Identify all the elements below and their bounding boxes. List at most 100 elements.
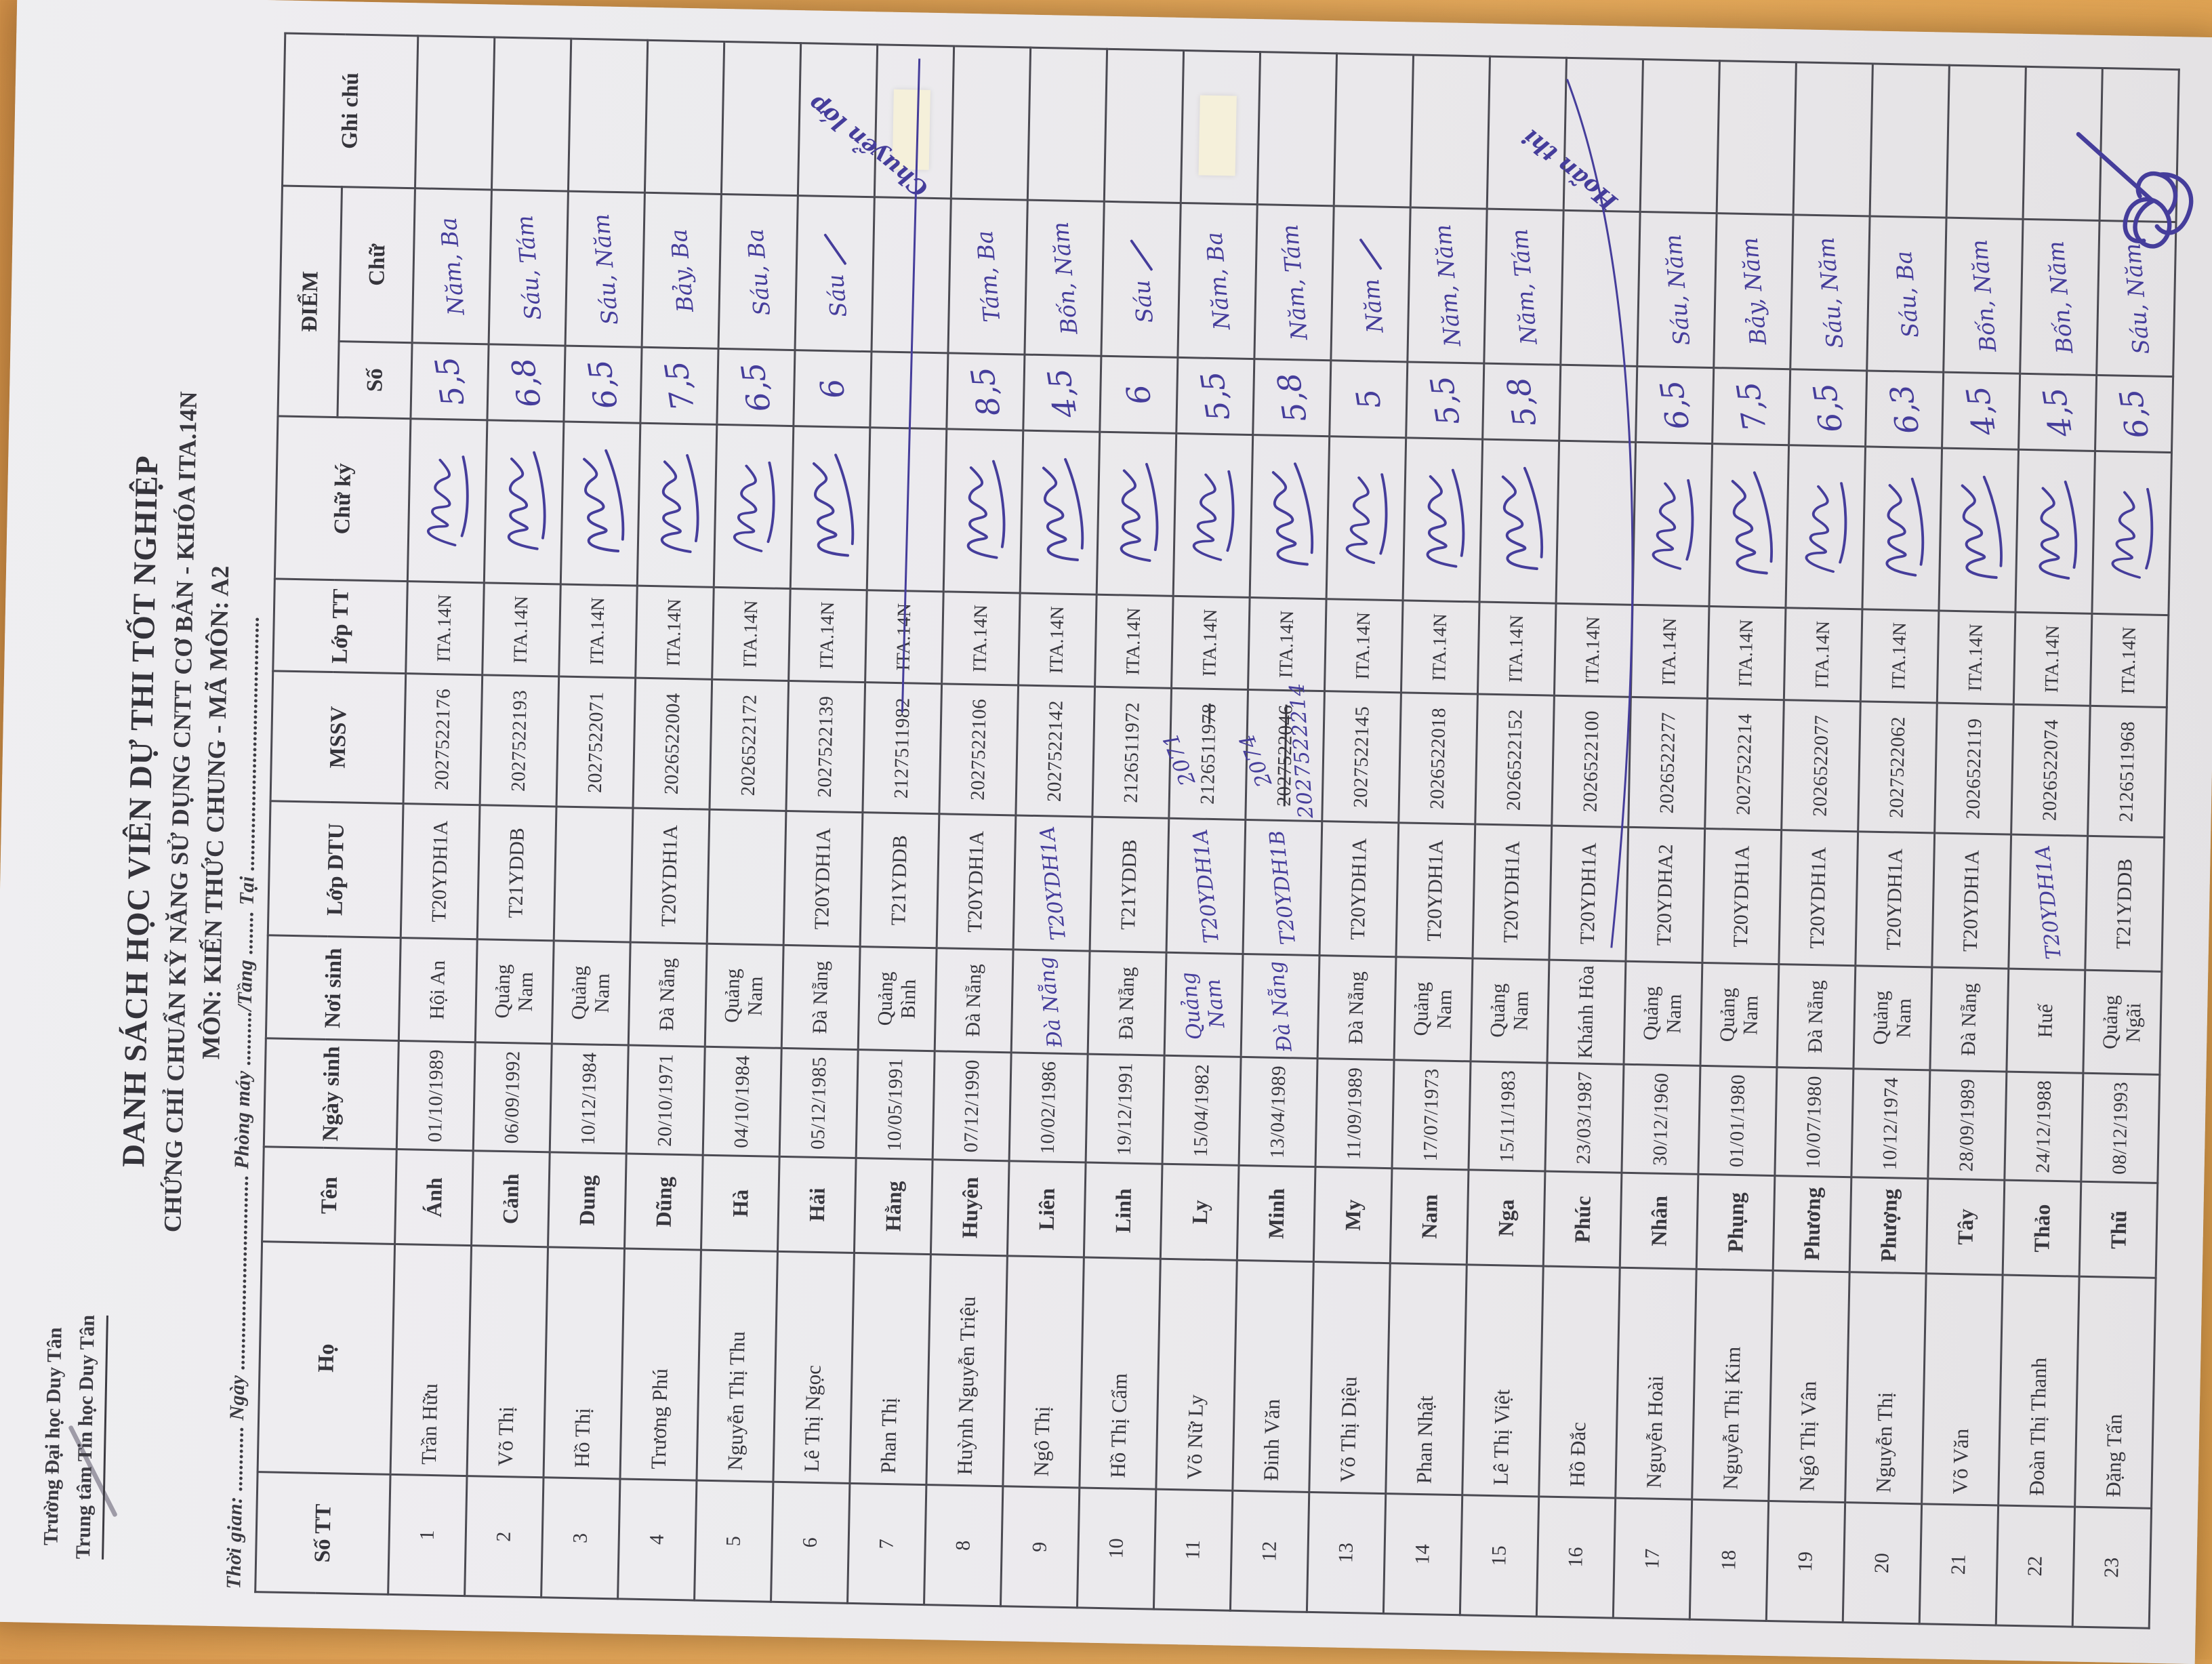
- table-row: 17 Nguyễn Hoài Nhân 30/12/1960 Quảng Nam…: [1613, 59, 1720, 1620]
- cell-diem-so: 6: [1099, 356, 1178, 434]
- cell-diem-chu: Bảy, Năm: [1713, 213, 1794, 369]
- cell-diem-so: 7,5: [640, 347, 719, 425]
- score-number: 5,8: [1499, 374, 1544, 430]
- cell-diem-so: 5,5: [1406, 361, 1484, 440]
- cell-noi-sinh: Quảng Nam: [1164, 952, 1244, 1057]
- correction-tape: [1198, 95, 1237, 176]
- score-number: 8,5: [964, 364, 1008, 420]
- cell-noi-sinh: Đà Nẵng: [1776, 964, 1856, 1069]
- cell-noi-sinh: Đà Nẵng: [1317, 955, 1396, 1060]
- cell-ho: Võ Văn: [1921, 1273, 2003, 1505]
- cell-ten: Hằng: [854, 1158, 933, 1255]
- student-signature: [2111, 488, 2154, 580]
- cell-ghi-chu: [1640, 59, 1720, 214]
- cell-mssv: 2026522172: [709, 679, 789, 811]
- cell-diem-so: 5,5: [410, 342, 489, 420]
- cell-ho: Phan Thị: [849, 1253, 931, 1485]
- cell-ho: Trần Hữu: [390, 1244, 472, 1476]
- cell-ten: Phượng: [1849, 1177, 1928, 1274]
- cell-diem-so: 6,8: [487, 344, 566, 422]
- cell-ghi-chu: [1946, 65, 2026, 220]
- cell-ghi-chu: [1257, 52, 1337, 206]
- cell-chu-ky: [1250, 434, 1330, 599]
- cell-mssv: 2027522106: [939, 683, 1019, 815]
- cell-lop-tt: ITA.14N: [1094, 594, 1174, 689]
- handwritten-class: T20YDH1A: [2030, 844, 2066, 961]
- cell-lop-tt: ITA.14N: [1784, 607, 1862, 702]
- cell-ghi-chu: [1104, 49, 1184, 203]
- cell-diem-chu: Sáu, Năm: [1637, 211, 1717, 368]
- cell-lop-tt: ITA.14N: [1018, 593, 1097, 687]
- cell-stt: 18: [1689, 1499, 1769, 1621]
- score-number: 4,5: [2035, 385, 2080, 440]
- row-strike-curve: [1565, 79, 1634, 948]
- cell-chu-ky: [943, 428, 1023, 594]
- score-number: 4,5: [1040, 365, 1084, 421]
- cell-ho: Võ Nữ Ly: [1155, 1259, 1237, 1491]
- score-number: 6,3: [1882, 382, 1927, 437]
- cell-diem-so: 6: [793, 350, 872, 428]
- cell-stt: 5: [694, 1480, 773, 1602]
- cell-mssv: 2027522145: [1322, 691, 1401, 823]
- student-signature: [1271, 462, 1314, 567]
- cell-ten: Hà: [701, 1155, 780, 1252]
- score-number: 6: [813, 376, 853, 402]
- score-words: Sáu, Năm: [1811, 236, 1848, 350]
- score-words: Sáu, Tám: [510, 214, 546, 321]
- cell-ho: Đặng Tấn: [2074, 1276, 2156, 1509]
- cell-ngay-sinh: 01/01/1980: [1698, 1066, 1777, 1176]
- cell-chu-ky: [1862, 446, 1942, 611]
- cell-noi-sinh: Huế: [2006, 969, 2085, 1074]
- score-words: Năm, Tám: [1505, 228, 1542, 346]
- cell-lop-dtu: T20YDHA2: [1625, 827, 1705, 963]
- table-row: 12 Đinh Văn Minh 13/04/1989 Đà Nẵng T20Y…: [1230, 52, 1337, 1612]
- table-row: 16 Hồ Đắc Phúc 23/03/1987 Khánh Hòa T20Y…: [1517, 58, 1643, 1619]
- score-words: Bốn, Năm: [1965, 238, 2001, 353]
- score-words: Năm, Tám: [1275, 223, 1313, 342]
- cell-lop-tt: ITA.14N: [1324, 598, 1404, 693]
- col-header-lop-tt: Lớp TT: [272, 578, 408, 674]
- cell-noi-sinh: Quảng Nam: [1623, 961, 1702, 1066]
- cell-ten: Tây: [1926, 1178, 2005, 1276]
- handwritten-class: T20YDH1A: [1188, 828, 1224, 945]
- cell-diem-so: 5,5: [1176, 357, 1254, 435]
- score-words: Năm, Ba: [1200, 230, 1235, 331]
- cell-ghi-chu: [1181, 50, 1261, 205]
- cell-ten: Nam: [1390, 1168, 1469, 1265]
- cell-ngay-sinh: 10/12/1984: [550, 1043, 629, 1154]
- col-header-lop-dtu: Lớp DTU: [268, 800, 404, 938]
- cell-lop-dtu: T21YDDB: [1090, 817, 1169, 953]
- score-number: 5: [1349, 386, 1389, 412]
- student-signature: [1885, 478, 1925, 577]
- cell-noi-sinh: Quảng Nam: [1700, 962, 1779, 1068]
- cell-stt: 2: [464, 1476, 544, 1598]
- cell-ghi-chu: [721, 41, 801, 196]
- cell-stt: 21: [1919, 1503, 1999, 1625]
- cell-ghi-chu: [1334, 53, 1414, 207]
- cell-ten: Cảnh: [471, 1150, 550, 1247]
- school-block: Trường Đại học Duy Tân Trung tâm Tin học…: [35, 1314, 108, 1560]
- cell-diem-so: 5: [1329, 360, 1408, 438]
- cell-ghi-chu: [1027, 47, 1107, 202]
- cell-ten: Minh: [1237, 1165, 1316, 1262]
- cell-ho: Nguyễn Thị Thu: [696, 1250, 778, 1482]
- cell-lop-tt: ITA.14N: [712, 587, 791, 681]
- col-header-diem-chu: Chữ: [339, 186, 415, 343]
- cell-diem-so: 6,3: [1865, 370, 1944, 449]
- cell-noi-sinh: Đà Nẵng: [1088, 951, 1167, 1056]
- student-signature: [1042, 458, 1084, 562]
- col-header-chu-ky: Chữ ký: [274, 415, 411, 582]
- cell-ten: Thũ: [2079, 1181, 2158, 1278]
- student-signature: [1345, 473, 1388, 565]
- cell-ngay-sinh: 10/02/1986: [1009, 1052, 1088, 1163]
- col-header-ho: Họ: [258, 1241, 395, 1475]
- cell-lop-tt: ITA.14N: [482, 582, 561, 676]
- cell-diem-chu: Bốn, Năm: [1024, 200, 1105, 357]
- cell-ten: Nhân: [1620, 1173, 1698, 1270]
- student-signature: [1805, 482, 1847, 573]
- cell-stt: 20: [1843, 1502, 1922, 1624]
- cell-lop-dtu: T20YDH1A: [783, 811, 863, 947]
- table-row: 5 Nguyễn Thị Thu Hà 04/10/1984 Quảng Nam…: [694, 41, 801, 1602]
- cell-diem-chu: Sáu, Tám: [489, 189, 569, 346]
